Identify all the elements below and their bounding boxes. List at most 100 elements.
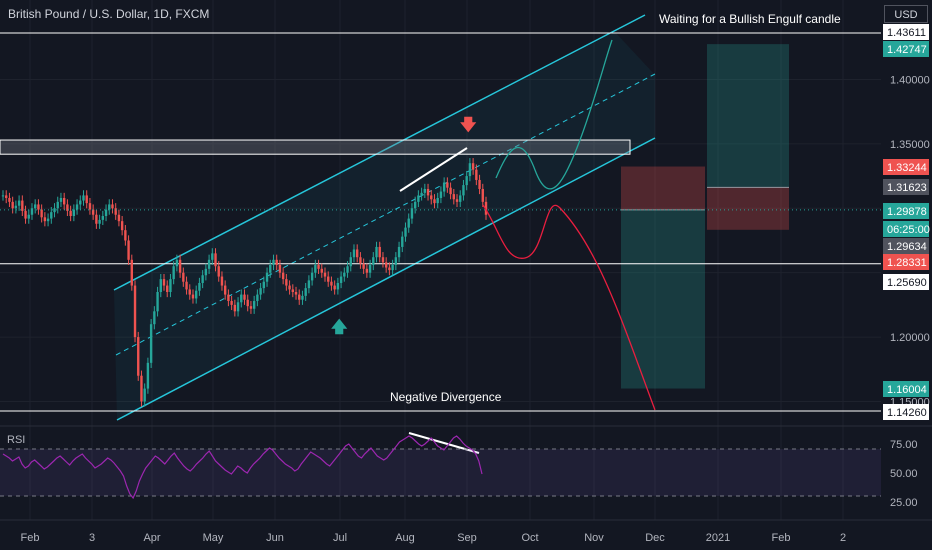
candle-body (362, 263, 365, 269)
price-label-text: 1.16004 (887, 384, 927, 396)
price-tick-label: 1.35000 (890, 139, 930, 151)
candle-body (484, 201, 488, 215)
candle-body (95, 214, 98, 224)
time-tick-label: Sep (457, 532, 477, 544)
rsi-tick-label: 25.00 (890, 497, 918, 509)
candle-body (475, 169, 478, 180)
resistance-zone (0, 139, 631, 155)
candle-body (404, 227, 407, 237)
candle-body (30, 208, 34, 215)
candle-body (220, 276, 224, 286)
candle-body (114, 208, 117, 215)
candle-body (140, 375, 143, 402)
candle-body (82, 195, 85, 201)
price-label-box (883, 238, 929, 254)
time-tick-label: Jul (333, 532, 347, 544)
candle-body (195, 290, 198, 299)
candle-body (24, 210, 27, 219)
candle-body (243, 294, 246, 300)
price-label-text: 1.14260 (887, 407, 927, 419)
stop-zone-box (621, 166, 705, 210)
candle-body (278, 264, 282, 273)
candle-body (5, 195, 8, 198)
candle-body (465, 176, 468, 186)
candle-body (79, 200, 82, 205)
candle-body (320, 268, 323, 273)
price-divergence-line (399, 147, 468, 192)
candle-body (37, 204, 40, 210)
candle-body (468, 163, 472, 177)
time-tick-label: Nov (584, 532, 604, 544)
time-tick-label: Aug (395, 532, 415, 544)
channel-upper-line (113, 14, 646, 291)
candle-body (384, 262, 388, 268)
candle-body (43, 217, 47, 222)
candle-body (459, 195, 462, 202)
candle-body (262, 281, 266, 289)
candle-body (156, 292, 159, 312)
candle-body (343, 272, 346, 277)
candle-body (410, 208, 414, 219)
candle-body (430, 195, 433, 200)
price-label-box (883, 24, 929, 40)
candle-body (53, 208, 56, 213)
candle-body (182, 272, 185, 282)
candle-body (481, 188, 484, 202)
candle-body (426, 188, 430, 196)
candle-body (455, 199, 459, 202)
candle-body (298, 294, 301, 300)
candle-body (314, 264, 317, 273)
candle-body (356, 249, 359, 258)
price-label-box (883, 159, 929, 175)
target-zone-box (621, 209, 705, 389)
candle-body (359, 257, 362, 264)
negative-divergence-note: Negative Divergence (390, 390, 502, 404)
candle-body (240, 294, 243, 303)
candle-body (198, 282, 201, 291)
candle-body (230, 301, 233, 305)
candle-body (191, 294, 195, 299)
candle-body (336, 282, 340, 290)
price-label-text: 1.33244 (887, 162, 927, 174)
candle-body (146, 362, 150, 389)
candle-body (413, 201, 417, 209)
price-label-text: 1.31623 (887, 182, 927, 194)
price-tick-label: 1.40000 (890, 75, 930, 87)
candle-body (207, 259, 211, 269)
candle-body (85, 195, 88, 204)
candle-body (265, 272, 269, 282)
candle-body (236, 302, 240, 312)
candle-body (217, 266, 220, 277)
currency-selector[interactable]: USD (884, 5, 928, 23)
bull-stop-box (707, 187, 789, 230)
candle-body (291, 289, 294, 293)
candle-body (349, 257, 352, 267)
candle-body (40, 209, 43, 218)
candle-body (478, 179, 481, 189)
candle-body (1, 195, 5, 197)
rsi-band (0, 449, 881, 496)
price-label-text: 06:25:00 (887, 224, 930, 236)
arrow-up-icon: 🡅 (331, 319, 348, 336)
candle-body (304, 288, 307, 296)
candle-body (327, 276, 330, 282)
candle-body (233, 304, 237, 312)
time-tick-label: Oct (521, 532, 538, 544)
candle-body (423, 188, 427, 193)
candle-body (388, 267, 391, 271)
candle-body (62, 197, 66, 205)
candle-body (120, 221, 124, 231)
rsi-label: RSI (7, 434, 26, 446)
price-label-box (883, 221, 929, 237)
candle-body (185, 281, 188, 290)
price-label-text: 1.42747 (887, 44, 927, 56)
candle-body (333, 285, 336, 290)
candle-body (101, 216, 105, 220)
price-label-text: 1.29878 (887, 206, 927, 218)
candle-body (433, 199, 436, 204)
candle-body (223, 285, 227, 295)
candle-body (21, 200, 24, 211)
time-tick-label: 3 (89, 532, 95, 544)
candle-body (323, 272, 327, 277)
